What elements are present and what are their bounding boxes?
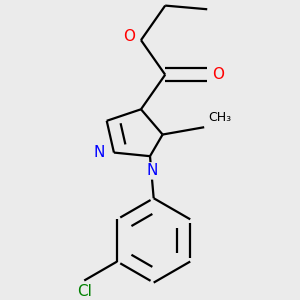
Text: Cl: Cl bbox=[77, 284, 92, 299]
Text: N: N bbox=[146, 164, 158, 178]
Text: O: O bbox=[124, 29, 136, 44]
Text: O: O bbox=[212, 67, 224, 82]
Text: CH₃: CH₃ bbox=[208, 111, 231, 124]
Text: N: N bbox=[94, 145, 105, 160]
